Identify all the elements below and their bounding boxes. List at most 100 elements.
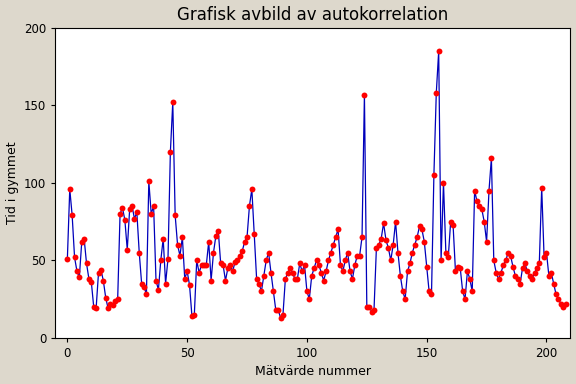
Point: [142, 291, 151, 298]
Point: [556, 301, 566, 307]
Point: [125, 206, 134, 212]
Point: [259, 273, 268, 279]
Point: [530, 270, 539, 276]
Point: [298, 268, 307, 274]
Point: [329, 242, 338, 248]
Point: [494, 276, 503, 282]
Point: [113, 296, 122, 302]
Point: [127, 203, 137, 209]
Point: [427, 291, 436, 298]
Point: [451, 268, 460, 274]
Point: [487, 155, 496, 161]
Point: [161, 281, 170, 287]
Point: [218, 262, 228, 268]
Point: [139, 284, 149, 290]
Point: [276, 314, 285, 321]
Point: [206, 278, 215, 284]
Point: [528, 276, 537, 282]
Point: [408, 250, 417, 256]
Point: [417, 226, 426, 232]
Point: [101, 295, 111, 301]
Point: [367, 308, 376, 314]
Y-axis label: Tid i gymmet: Tid i gymmet: [6, 142, 18, 224]
Point: [77, 239, 86, 245]
Point: [63, 256, 72, 262]
Point: [334, 226, 343, 232]
Point: [245, 203, 254, 209]
Point: [230, 259, 240, 265]
Point: [228, 268, 237, 274]
Point: [389, 242, 398, 248]
Point: [425, 288, 434, 295]
Point: [460, 296, 469, 302]
Point: [374, 242, 384, 248]
Point: [235, 253, 244, 259]
Point: [226, 262, 235, 268]
Point: [266, 270, 275, 276]
Point: [338, 268, 347, 274]
Point: [377, 236, 386, 242]
Point: [216, 260, 225, 266]
Point: [381, 237, 391, 243]
Point: [406, 260, 415, 266]
Point: [422, 263, 431, 270]
Point: [470, 187, 479, 194]
Point: [559, 304, 568, 310]
Point: [497, 270, 506, 276]
Point: [149, 203, 158, 209]
Point: [255, 281, 264, 287]
Point: [544, 273, 554, 279]
Point: [458, 288, 467, 295]
Point: [156, 257, 165, 263]
Point: [264, 250, 273, 256]
Point: [549, 281, 558, 287]
Point: [434, 48, 444, 54]
Point: [386, 257, 395, 263]
Point: [242, 234, 252, 240]
Point: [537, 184, 546, 190]
Point: [73, 268, 82, 274]
Point: [350, 262, 359, 268]
Point: [147, 211, 156, 217]
Point: [346, 268, 355, 274]
Point: [314, 262, 324, 268]
Point: [202, 262, 211, 268]
Point: [468, 288, 477, 295]
Point: [104, 305, 113, 311]
Point: [192, 257, 202, 263]
Point: [501, 257, 510, 263]
Point: [240, 239, 249, 245]
Point: [118, 205, 127, 211]
Point: [420, 239, 429, 245]
Point: [288, 270, 297, 276]
Point: [480, 218, 489, 225]
Point: [446, 218, 455, 225]
Point: [336, 262, 345, 268]
Point: [358, 234, 367, 240]
Point: [324, 257, 333, 263]
Point: [391, 218, 400, 225]
Point: [98, 278, 108, 284]
Point: [271, 307, 281, 313]
Point: [151, 278, 161, 284]
Point: [522, 268, 532, 274]
Point: [403, 268, 412, 274]
Point: [415, 223, 424, 229]
Point: [384, 245, 393, 251]
Point: [362, 304, 372, 310]
Point: [70, 254, 79, 260]
Point: [233, 257, 242, 263]
Point: [355, 253, 364, 259]
Point: [204, 239, 213, 245]
Point: [249, 231, 259, 237]
Point: [309, 265, 319, 271]
Point: [67, 212, 77, 218]
Point: [482, 239, 491, 245]
Point: [278, 311, 287, 318]
Point: [300, 262, 309, 268]
Point: [262, 257, 271, 263]
Point: [503, 250, 513, 256]
Point: [542, 250, 551, 256]
Point: [561, 301, 570, 307]
Point: [535, 260, 544, 266]
